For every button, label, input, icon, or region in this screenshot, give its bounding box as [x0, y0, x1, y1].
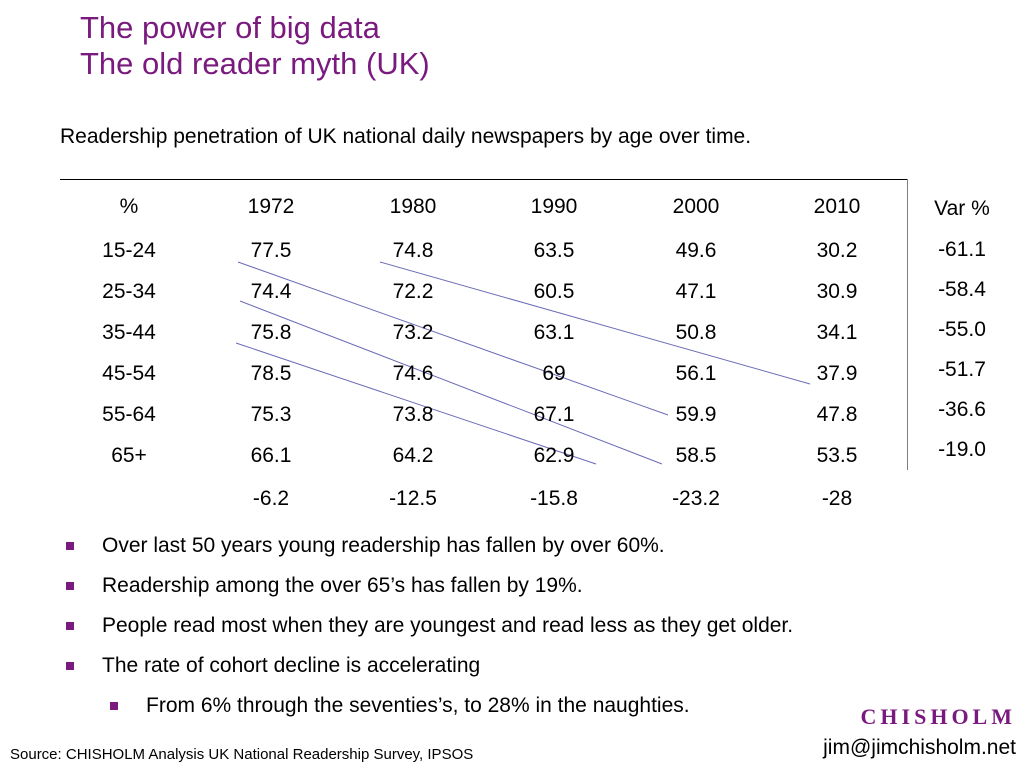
var-cell: -58.4	[938, 278, 986, 301]
cohort-line-4	[235, 342, 597, 465]
table-cell: 67.1	[533, 403, 575, 426]
table-cell: 60.5	[533, 280, 575, 303]
bullet-text: From 6% through the seventies’s, to 28% …	[146, 694, 690, 717]
title-line-1: The power of big data	[80, 10, 380, 45]
table-cell: 47.8	[816, 403, 858, 426]
table-cell: 72.2	[392, 280, 434, 303]
table-cell: 59.9	[675, 403, 717, 426]
table-cell: 77.5	[250, 239, 292, 262]
var-cell: -36.6	[938, 398, 986, 421]
bullet-text: Over last 50 years young readership has …	[102, 534, 665, 557]
bullet-square-icon	[110, 702, 118, 710]
bullet-item: People read most when they are youngest …	[66, 614, 793, 654]
table-cell: 75.8	[250, 321, 292, 344]
table-cell: 74.6	[392, 362, 434, 385]
age-label: 55-64	[102, 403, 156, 426]
table-cell: 73.8	[392, 403, 434, 426]
table-cell: 73.2	[392, 321, 434, 344]
table-cell: 63.1	[533, 321, 575, 344]
cohort-line-1	[237, 261, 669, 416]
year-header: 2000	[672, 195, 720, 218]
source-note: Source: CHISHOLM Analysis UK National Re…	[10, 746, 474, 763]
cohort-change-cell: -6.2	[252, 487, 290, 510]
sub-bullet-item: From 6% through the seventies’s, to 28% …	[110, 694, 793, 734]
age-label: 25-34	[102, 280, 156, 303]
cohort-change-cell: -12.5	[389, 487, 437, 510]
title-line-2: The old reader myth (UK)	[80, 46, 430, 81]
bullet-square-icon	[66, 582, 74, 590]
table-cell: 66.1	[250, 444, 292, 467]
bullet-square-icon	[66, 622, 74, 630]
cohort-line-2	[379, 261, 811, 385]
table-cell: 50.8	[675, 321, 717, 344]
bullet-square-icon	[66, 542, 74, 550]
table-cell: 47.1	[675, 280, 717, 303]
table-cell: 69	[542, 362, 566, 385]
var-cell: -19.0	[938, 438, 986, 461]
var-cell: -55.0	[938, 318, 986, 341]
bullet-square-icon	[66, 662, 74, 670]
bullet-text: The rate of cohort decline is accelerati…	[102, 654, 481, 677]
table-cell: 64.2	[392, 444, 434, 467]
cohort-change-cell: -23.2	[672, 487, 720, 510]
var-cell: -61.1	[938, 238, 986, 261]
cohort-change-cell: -15.8	[530, 487, 578, 510]
brand-logo: CHISHOLM	[860, 704, 1016, 729]
year-header: 1980	[389, 195, 437, 218]
table-cell: 30.9	[816, 280, 858, 303]
year-header: 1990	[530, 195, 578, 218]
table-cell: 78.5	[250, 362, 292, 385]
slide-title: The power of big data The old reader myt…	[80, 10, 430, 82]
corner-header: %	[119, 195, 139, 218]
bullet-item: The rate of cohort decline is accelerati…	[66, 654, 793, 694]
year-header: 2010	[813, 195, 861, 218]
bullet-item: Over last 50 years young readership has …	[66, 534, 793, 574]
bullet-text: Readership among the over 65’s has falle…	[102, 574, 583, 597]
cohort-line-3	[239, 300, 663, 465]
table-cell: 74.4	[250, 280, 292, 303]
table-cell: 37.9	[816, 362, 858, 385]
table-cell: 75.3	[250, 403, 292, 426]
age-label: 35-44	[102, 321, 156, 344]
age-label: 15-24	[102, 239, 156, 262]
bullet-text: People read most when they are youngest …	[102, 614, 794, 637]
table-cell: 34.1	[816, 321, 858, 344]
cohort-change-cell: -28	[821, 487, 853, 510]
table-cell: 30.2	[816, 239, 858, 262]
table-top-rule	[60, 179, 908, 180]
bullet-list: Over last 50 years young readership has …	[66, 534, 793, 734]
table-cell: 63.5	[533, 239, 575, 262]
contact-email: jim@jimchisholm.net	[823, 736, 1016, 759]
age-label: 65+	[111, 444, 147, 467]
table-cell: 74.8	[392, 239, 434, 262]
var-header: Var %	[934, 197, 990, 220]
table-cell: 53.5	[816, 444, 858, 467]
year-header: 1972	[247, 195, 295, 218]
age-label: 45-54	[102, 362, 156, 385]
table-cell: 49.6	[675, 239, 717, 262]
var-cell: -51.7	[938, 358, 986, 381]
bullet-item: Readership among the over 65’s has falle…	[66, 574, 793, 614]
table-caption: Readership penetration of UK national da…	[60, 125, 752, 148]
var-column-divider	[907, 179, 908, 470]
table-cell: 58.5	[675, 444, 717, 467]
table-cell: 62.9	[533, 444, 575, 467]
table-cell: 56.1	[675, 362, 717, 385]
